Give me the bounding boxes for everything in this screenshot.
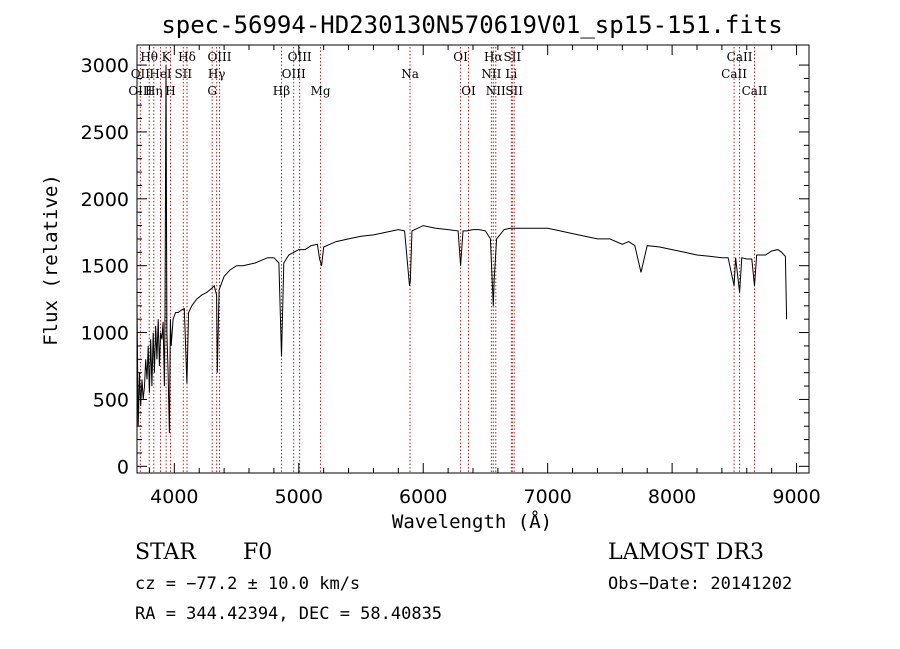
line-label: CaII xyxy=(727,50,753,64)
line-label: Li xyxy=(505,67,517,81)
y-tick-label: 3000 xyxy=(81,55,129,77)
redshift-velocity: cz = −77.2 ± 10.0 km/s xyxy=(135,574,360,594)
spectrum-line xyxy=(136,65,788,433)
y-tick-label: 1500 xyxy=(81,256,129,278)
line-label: Mg xyxy=(311,84,331,98)
y-tick-label: 1000 xyxy=(81,323,129,345)
line-label: K xyxy=(162,50,172,64)
coordinates: RA = 344.42394, DEC = 58.40835 xyxy=(135,604,442,624)
line-label: CaII xyxy=(742,84,768,98)
x-tick-label: 5000 xyxy=(275,486,323,508)
line-label: Hγ xyxy=(208,67,226,81)
x-tick-label: 8000 xyxy=(648,486,696,508)
line-label: SII xyxy=(503,50,521,64)
line-label: H xyxy=(165,84,175,98)
y-tick-label: 2000 xyxy=(81,189,129,211)
y-axis-label: Flux (relative) xyxy=(40,174,62,346)
line-label: NII xyxy=(481,67,501,81)
x-tick-label: 6000 xyxy=(399,486,447,508)
line-label: G xyxy=(207,84,217,98)
y-axis-ticks: 0 500 1000 1500 2000 2500 3000 xyxy=(81,55,809,478)
line-label: OII xyxy=(131,67,151,81)
line-label: Hη xyxy=(145,84,163,98)
line-label: HeI xyxy=(149,67,172,81)
line-label: SII xyxy=(505,84,523,98)
line-label: Hβ xyxy=(273,84,290,98)
observation-date: Obs−Date: 20141202 xyxy=(608,574,792,594)
line-label: Hθ xyxy=(140,50,158,64)
line-label: OIII xyxy=(207,50,231,64)
line-label: NII xyxy=(486,84,506,98)
line-label: Hα xyxy=(484,50,503,64)
line-label: OIII xyxy=(282,67,306,81)
plot-frame xyxy=(136,44,810,474)
object-subclass: F0 xyxy=(243,540,272,565)
chart-title: spec-56994-HD230130N570619V01_sp15-151.f… xyxy=(161,11,782,39)
x-tick-label: 4000 xyxy=(150,486,198,508)
y-tick-label: 2500 xyxy=(81,122,129,144)
line-label: OIII xyxy=(288,50,312,64)
line-label: OI xyxy=(461,84,476,98)
x-axis-label: Wavelength (Å) xyxy=(392,510,552,533)
y-tick-label: 500 xyxy=(93,389,129,411)
info-panel: STAR F0 LAMOST DR3 cz = −77.2 ± 10.0 km/… xyxy=(135,540,792,624)
spectral-line-markers xyxy=(139,47,755,472)
x-axis-ticks: 4000 5000 6000 7000 8000 9000 xyxy=(148,45,821,508)
object-class: STAR xyxy=(135,540,197,565)
line-label: Na xyxy=(401,67,419,81)
x-tick-label: 9000 xyxy=(772,486,820,508)
line-label: SII xyxy=(174,67,192,81)
line-label: OIII xyxy=(128,84,152,98)
line-label: CaII xyxy=(721,67,747,81)
survey-name: LAMOST DR3 xyxy=(608,540,764,565)
y-tick-label: 0 xyxy=(117,456,129,478)
line-label: OI xyxy=(453,50,468,64)
x-tick-label: 7000 xyxy=(523,486,571,508)
line-label: Hδ xyxy=(178,50,196,64)
